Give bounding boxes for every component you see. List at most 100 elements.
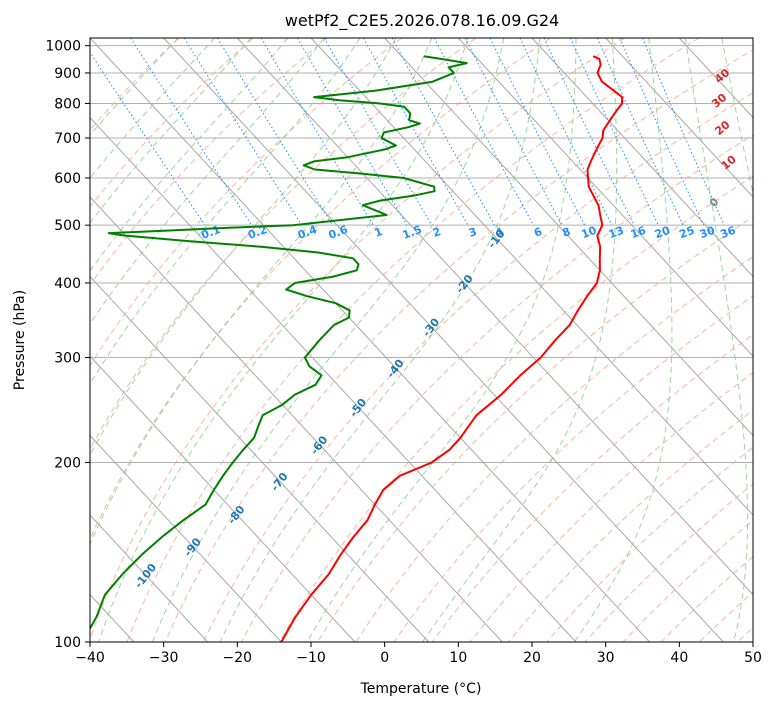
- moist-adiabat-label: 0: [707, 195, 721, 210]
- x-tick-label: 10: [449, 650, 467, 666]
- x-axis-label: Temperature (°C): [360, 681, 482, 697]
- dry-adiabat: [584, 483, 753, 642]
- y-tick-label: 800: [54, 96, 81, 112]
- dry-adiabat: [355, 256, 753, 642]
- isotherm-line: [90, 196, 503, 642]
- x-tick-label: 30: [597, 650, 615, 666]
- moist-adiabat: [90, 38, 216, 179]
- moist-adiabat: [422, 38, 618, 642]
- moist-adiabat: [219, 38, 541, 642]
- y-tick-label: 400: [54, 276, 81, 292]
- dry-adiabat: [202, 92, 753, 642]
- mixing-ratio-line: [464, 38, 563, 226]
- isotherm-line: [90, 434, 282, 642]
- y-tick-label: 700: [54, 131, 81, 147]
- dry-adiabat: [90, 38, 625, 641]
- mixing-ratio-label: 1: [373, 225, 385, 240]
- x-tick-label: −20: [223, 650, 253, 666]
- moist-adiabat: [90, 38, 325, 325]
- mixing-ratio-line: [260, 38, 374, 226]
- y-tick-label: 300: [54, 350, 81, 366]
- dewpoint-profile: [90, 55, 468, 631]
- dry-adiabat: [90, 38, 328, 286]
- mixing-ratio-label: 25: [678, 224, 697, 241]
- mixing-ratio-label: 36: [719, 224, 738, 242]
- mixing-ratio-label: 3: [467, 225, 479, 240]
- mixing-ratio-line: [519, 38, 613, 226]
- background-lines: [90, 38, 753, 642]
- moist-adiabat: [90, 38, 252, 224]
- x-tick-label: −30: [149, 650, 179, 666]
- dry-adiabat: [90, 38, 551, 540]
- dry-adiabat: [622, 519, 753, 642]
- moist-adiabat: [98, 38, 469, 642]
- mixing-ratio-label: 16: [629, 224, 648, 242]
- dry-adiabat: [393, 295, 753, 642]
- y-axis-label: Pressure (hPa): [12, 290, 28, 390]
- mixing-ratio-line: [489, 38, 586, 226]
- isotherm-line: [531, 38, 753, 278]
- isotherm-line: [457, 38, 753, 357]
- dry-adiabat: [90, 38, 254, 208]
- mixing-ratio-line: [569, 38, 659, 226]
- mixing-ratio-label: 6: [532, 225, 544, 240]
- dry-adiabat: [240, 134, 753, 642]
- mixing-ratio-label: 2: [431, 225, 443, 240]
- mixing-ratio-line: [183, 38, 303, 226]
- y-tick-label: 1000: [45, 39, 81, 55]
- mixing-ratio-line: [596, 38, 684, 226]
- dry-adiabat: [737, 627, 753, 642]
- mixing-ratio-label: 8: [561, 225, 573, 240]
- moist-adiabat: [90, 38, 288, 272]
- dry-adiabat: [279, 175, 753, 642]
- mixing-ratio-label: 30: [698, 224, 717, 242]
- mixing-ratio-line: [642, 38, 725, 226]
- mixing-ratio-line: [391, 38, 496, 226]
- moist-adiabat-label: 40: [712, 66, 732, 86]
- mixing-ratio-label: 0.6: [327, 223, 350, 242]
- moist-adiabat: [151, 38, 505, 642]
- isotherm-line: [90, 355, 356, 642]
- moist-adiabat: [90, 38, 433, 546]
- background-labels: 0.1 0.2 0.4 0.6 1 1.5 2 3 4 6 8 10 13 16 20 25 30 36-100-…: [132, 66, 739, 591]
- x-tick-label: 50: [744, 650, 762, 666]
- isotherm-line: [384, 38, 753, 437]
- x-tick-label: −10: [296, 650, 326, 666]
- mixing-ratio-line: [130, 38, 253, 226]
- dry-adiabat: [90, 38, 180, 131]
- isotherm-line: [90, 514, 208, 642]
- dry-adiabat: [317, 216, 753, 642]
- isotherm-line: [163, 38, 724, 642]
- mixing-ratio-label: 10: [580, 224, 599, 242]
- temperature-profile: [280, 55, 624, 642]
- mixing-ratio-line: [619, 38, 705, 226]
- x-axis: −40 −30 −20 −10 0 10 20 30 40 50: [75, 642, 762, 666]
- y-tick-label: 600: [54, 171, 81, 187]
- y-tick-label: 500: [54, 218, 81, 234]
- mixing-ratio-label: 20: [653, 224, 672, 242]
- moist-adiabat: [90, 38, 179, 137]
- dry-adiabat: [126, 38, 700, 642]
- mixing-ratio-line: [323, 38, 433, 226]
- isotherm-line: [90, 116, 577, 642]
- dry-adiabat: [90, 38, 477, 450]
- x-tick-label: 20: [523, 650, 541, 666]
- dry-adiabat: [164, 49, 753, 642]
- y-tick-label: 200: [54, 455, 81, 471]
- mixing-ratio-label: 13: [607, 224, 626, 241]
- moist-adiabat-label: 20: [712, 118, 732, 138]
- y-tick-label: 900: [54, 66, 81, 82]
- dry-adiabat: [698, 591, 753, 642]
- mixing-ratio-line: [90, 51, 206, 226]
- isotherm-line: [90, 38, 650, 642]
- moist-adiabat-label: 10: [719, 153, 739, 173]
- moist-adiabat: [90, 38, 361, 385]
- moist-adiabat-label: 30: [709, 91, 729, 111]
- dry-adiabat: [431, 333, 753, 642]
- isotherm-line: [236, 38, 753, 596]
- x-tick-label: −40: [75, 650, 105, 666]
- mixing-ratio-line: [543, 38, 635, 226]
- dry-adiabat: [546, 446, 753, 642]
- dry-adiabat: [90, 38, 403, 367]
- y-tick-label: 100: [54, 635, 81, 651]
